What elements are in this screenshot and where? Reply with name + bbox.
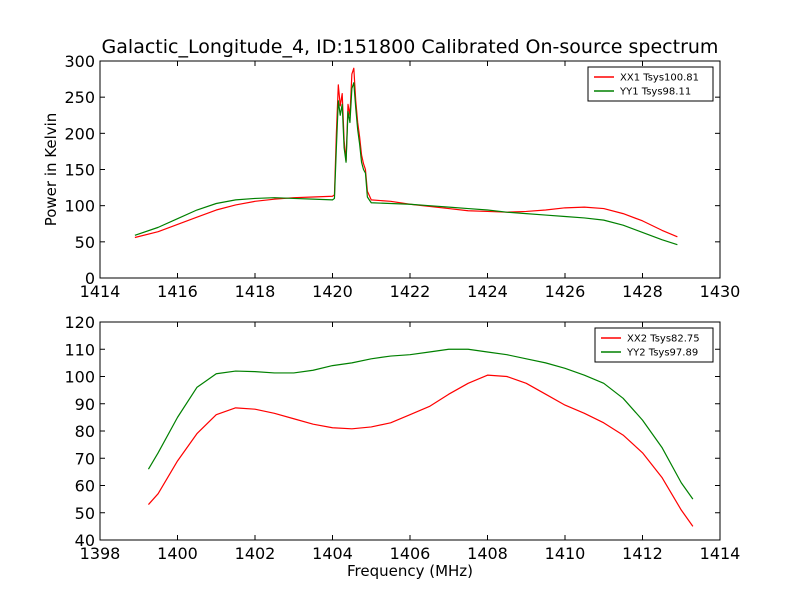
y-axis-label: Power in Kelvin [42, 113, 60, 227]
y-tick-label: 0 [85, 269, 95, 288]
x-tick-label: 1430 [700, 282, 741, 301]
chart-panel-bottom: 1398 1400 1402 1404 1406 1408 1410 1412 1414 40 50… [64, 313, 740, 580]
x-tick-label: 1404 [312, 544, 353, 563]
x-tick-label: 1414 [80, 282, 121, 301]
legend-box [594, 327, 714, 363]
legend: XX2 Tsys82.75 YY2 Tsys97.89 [594, 327, 714, 363]
y-tick-label: 40 [75, 531, 95, 550]
x-tick-label: 1408 [467, 544, 508, 563]
y-tick-label: 50 [75, 233, 95, 252]
series-line-2 [147, 348, 694, 500]
y-tick-label: 120 [64, 313, 95, 332]
x-tick-label: 1416 [157, 282, 198, 301]
x-tick-label: 1426 [545, 282, 586, 301]
y-tick-label: 200 [64, 124, 95, 143]
x-tick-label: 1422 [390, 282, 431, 301]
x-tick-label: 1398 [80, 544, 121, 563]
y-tick-label: 70 [75, 449, 95, 468]
chart-panel-top: 1414 1416 1418 1420 1422 1424 1426 1428 1430 0 50 1… [42, 52, 740, 301]
x-tick-label: 1410 [545, 544, 586, 563]
legend: XX1 Tsys100.81 YY1 Tsys98.11 [587, 66, 714, 102]
series-line-1 [147, 374, 694, 527]
x-tick-label: 1402 [235, 544, 276, 563]
legend-label-2: YY1 Tsys98.11 [619, 87, 691, 98]
y-tick-label: 110 [64, 340, 95, 359]
x-axis-label: Frequency (MHz) [347, 562, 473, 580]
y-tick-label: 50 [75, 504, 95, 523]
x-tick-label: 1400 [157, 544, 198, 563]
y-tick-label: 90 [75, 395, 95, 414]
series-line-2 [134, 82, 678, 246]
legend-label-1: XX1 Tsys100.81 [620, 73, 699, 84]
chart-title: Galactic_Longitude_4, ID:151800 Calibrat… [102, 36, 719, 58]
y-tick-label: 100 [64, 368, 95, 387]
x-tick-label: 1406 [390, 544, 431, 563]
x-tick-label: 1420 [312, 282, 353, 301]
legend-label-2: YY2 Tsys97.89 [626, 348, 698, 359]
y-tick-label: 150 [64, 161, 95, 180]
x-tick-label: 1424 [467, 282, 508, 301]
x-tick-label: 1428 [622, 282, 663, 301]
x-tick-label: 1414 [700, 544, 741, 563]
y-tick-label: 250 [64, 88, 95, 107]
y-tick-label: 300 [64, 52, 95, 71]
y-tick-label: 100 [64, 197, 95, 216]
legend-label-1: XX2 Tsys82.75 [627, 334, 700, 345]
y-tick-label: 60 [75, 477, 95, 496]
x-tick-label: 1412 [622, 544, 663, 563]
y-tick-label: 80 [75, 422, 95, 441]
legend-box [587, 66, 714, 102]
x-tick-label: 1418 [235, 282, 276, 301]
